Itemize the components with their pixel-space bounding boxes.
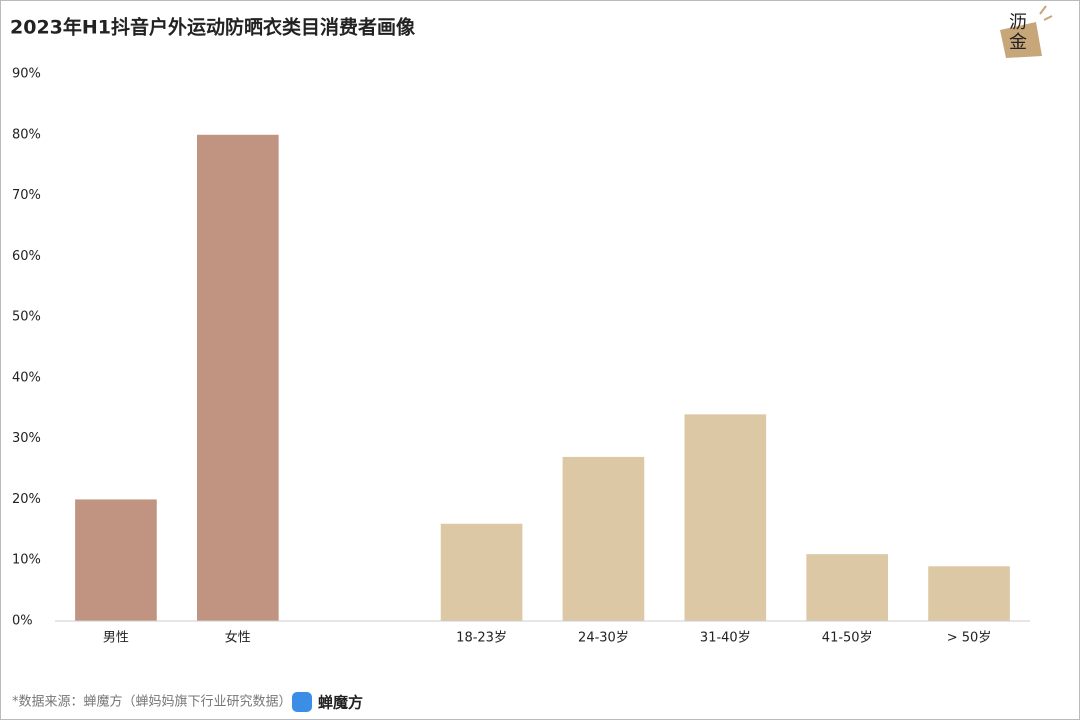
bar — [75, 499, 157, 621]
bar — [684, 414, 767, 621]
source-note: *数据来源：蝉魔方（蝉妈妈旗下行业研究数据） — [12, 694, 292, 710]
bar — [928, 566, 1010, 621]
y-tick-label: 60% — [12, 249, 41, 264]
logo-shape — [1000, 22, 1042, 58]
watermark-text: 沥金 — [1006, 12, 1027, 52]
x-tick-label: 31-40岁 — [700, 631, 751, 646]
x-tick-label: 41-50岁 — [822, 631, 873, 646]
x-tick-label: 女性 — [225, 630, 251, 646]
y-tick-label: 30% — [12, 431, 41, 446]
y-tick-label: 80% — [12, 127, 41, 142]
y-tick-label: 10% — [12, 553, 41, 568]
x-tick-label: > 50岁 — [947, 631, 992, 646]
brand-name: 蝉魔方 — [318, 694, 363, 712]
y-tick-label: 70% — [12, 188, 41, 203]
chart-title: 2023年H1抖音户外运动防晒衣类目消费者画像 — [10, 16, 416, 39]
watermark-logo: 沥金 — [1000, 5, 1053, 58]
brand-icon — [292, 692, 312, 712]
x-tick-label: 18-23岁 — [456, 631, 507, 646]
bar — [562, 456, 645, 621]
bar — [440, 523, 523, 621]
logo-ray — [1043, 15, 1053, 21]
logo-ray — [1039, 5, 1047, 15]
y-tick-label: 90% — [12, 67, 41, 82]
bar — [196, 134, 279, 621]
x-tick-label: 24-30岁 — [578, 631, 629, 646]
y-tick-label: 50% — [12, 310, 41, 325]
y-tick-label: 0% — [12, 614, 33, 629]
x-tick-label: 男性 — [103, 631, 129, 646]
y-tick-label: 20% — [12, 492, 41, 507]
bar — [806, 554, 889, 621]
y-tick-label: 40% — [12, 370, 41, 385]
